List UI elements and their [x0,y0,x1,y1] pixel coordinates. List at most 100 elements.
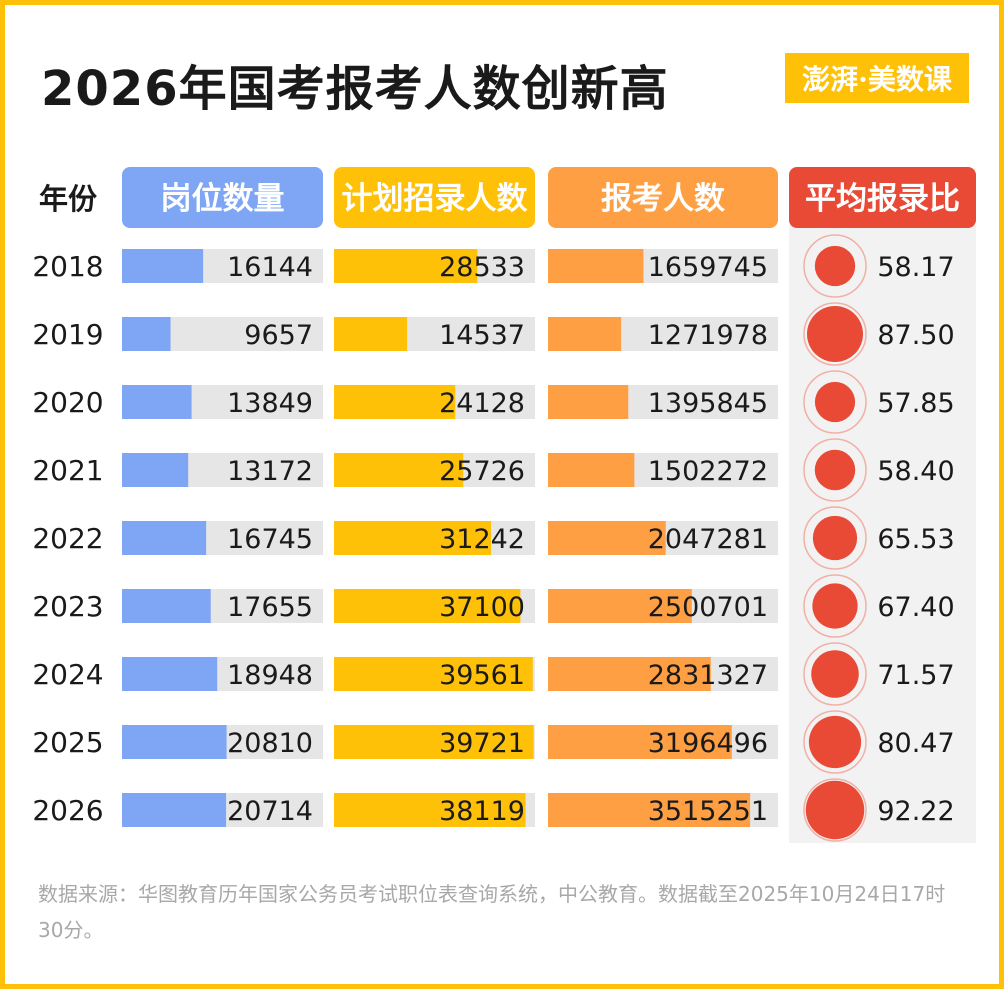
value-label: 2831327 [648,660,768,691]
value-label: 1271978 [648,320,768,351]
ratio-circle-outline [803,234,867,298]
value-label: 13849 [227,388,313,419]
bar-计划招录人数 [334,521,491,555]
year-label: 2024 [32,658,103,691]
ratio-circle-outline [803,574,867,638]
value-label: 1659745 [648,252,768,283]
ratio-circle [805,780,865,840]
value-label: 14537 [439,320,525,351]
value-label: 25726 [439,456,525,487]
year-label: 2026 [32,794,103,827]
bar-报考人数 [548,657,711,691]
ratio-circle [812,515,858,561]
ratio-circle [814,245,856,287]
column-header-1 [122,167,323,228]
ratio-value-label: 80.47 [877,728,954,759]
ratio-circle-outline [803,370,867,434]
bar-岗位数量 [122,521,207,555]
column-header-label-1: 岗位数量 [161,181,285,217]
bar-报考人数 [548,793,751,827]
ratio-circle-outline [803,710,867,774]
bar-岗位数量 [122,453,189,487]
column-header-label-4: 平均报录比 [805,181,960,217]
year-label: 2019 [32,318,103,351]
value-label: 13172 [227,456,313,487]
value-label: 1395845 [648,388,768,419]
value-label: 24128 [439,388,525,419]
bar-计划招录人数 [334,793,526,827]
value-label: 28533 [439,252,525,283]
bar-报考人数 [548,385,629,419]
bar-报考人数 [548,725,732,759]
value-label: 39561 [439,660,525,691]
bar-报考人数 [548,249,644,283]
value-label: 20810 [227,728,313,759]
value-label: 17655 [227,592,313,623]
bar-计划招录人数 [334,385,456,419]
ratio-value-label: 67.40 [877,592,954,623]
bar-岗位数量 [122,317,171,351]
ratio-value-label: 58.17 [877,252,954,283]
ratio-circle-outline [803,506,867,570]
column-header-label-3: 报考人数 [601,181,725,217]
value-label: 39721 [439,728,525,759]
value-label: 3196496 [648,728,768,759]
value-label: 31242 [439,524,525,555]
ratio-value-label: 65.53 [877,524,954,555]
ratio-value-label: 92.22 [877,796,954,827]
year-label: 2022 [32,522,103,555]
ratio-circle-outline [803,438,867,502]
bar-报考人数 [548,317,622,351]
ratio-circle [808,715,862,769]
ratio-value-label: 71.57 [877,660,954,691]
ratio-circle [811,650,859,698]
value-label: 38119 [439,796,525,827]
value-label: 3515251 [648,796,768,827]
value-label: 9657 [244,320,313,351]
ratio-circle [814,449,856,491]
value-label: 1502272 [648,456,768,487]
bar-岗位数量 [122,249,204,283]
ratio-circle-outline [803,302,867,366]
bar-计划招录人数 [334,317,408,351]
bar-报考人数 [548,521,666,555]
value-label: 18948 [227,660,313,691]
year-label: 2018 [32,250,103,283]
ratio-value-label: 57.85 [877,388,954,419]
bar-计划招录人数 [334,453,464,487]
bar-岗位数量 [122,589,211,623]
source-note: 数据来源：华图教育历年国家公务员考试职位表查询系统，中公教育。数据截至2025年… [38,882,946,942]
value-label: 37100 [439,592,525,623]
bar-岗位数量 [122,657,218,691]
bar-计划招录人数 [334,725,534,759]
ratio-value-label: 87.50 [877,320,954,351]
value-label: 2500701 [648,592,768,623]
ratio-circle-outline [803,778,867,842]
value-label: 2047281 [648,524,768,555]
bar-计划招录人数 [334,589,521,623]
bar-岗位数量 [122,385,192,419]
column-header-label-2: 计划招录人数 [342,181,528,217]
ratio-circle [807,306,863,362]
value-label: 16745 [227,524,313,555]
bar-岗位数量 [122,793,227,827]
year-label: 2025 [32,726,103,759]
bar-报考人数 [548,453,635,487]
column-header-4 [789,167,976,228]
year-label: 2021 [32,454,103,487]
year-label: 2020 [32,386,103,419]
value-label: 16144 [227,252,313,283]
row-header-label: 年份 [39,182,97,216]
bar-岗位数量 [122,725,227,759]
column-header-3 [548,167,778,228]
bar-报考人数 [548,589,692,623]
column-header-2 [334,167,535,228]
year-label: 2023 [32,590,103,623]
ratio-circle [812,583,858,629]
value-label: 20714 [227,796,313,827]
bar-计划招录人数 [334,657,533,691]
ratio-value-label: 58.40 [877,456,954,487]
ratio-circle-outline [803,642,867,706]
bar-计划招录人数 [334,249,478,283]
